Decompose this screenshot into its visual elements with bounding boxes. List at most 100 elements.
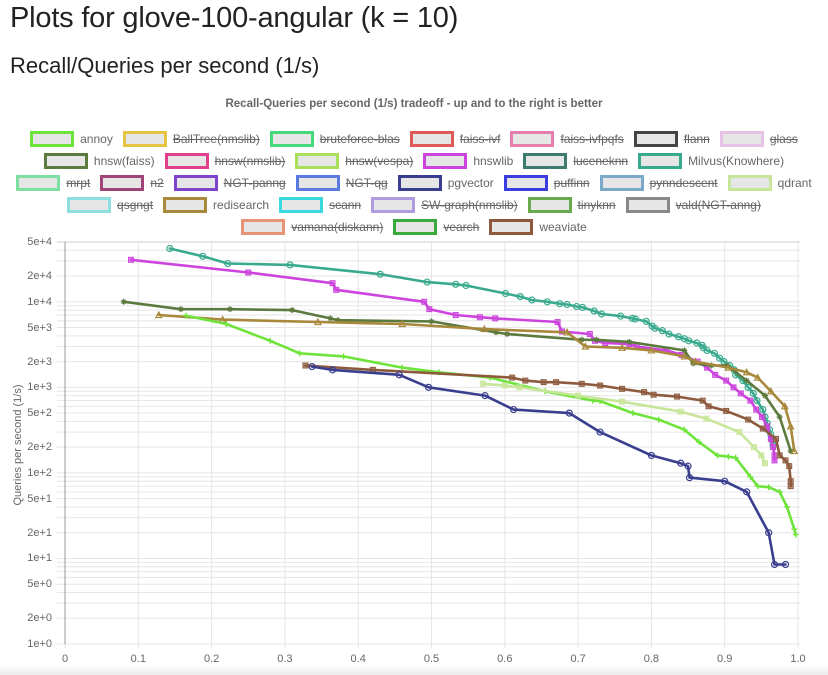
section-title: Recall/Queries per second (1/s)	[10, 53, 320, 78]
series-weaviate[interactable]	[302, 362, 794, 490]
legend-item[interactable]: hnsw(nmslib)	[164, 153, 286, 169]
legend-label: mrpt	[66, 176, 91, 190]
legend-item[interactable]: hnsw(vespa)	[295, 153, 413, 169]
legend-label: tinyknn	[577, 198, 616, 212]
legend-label: vearch	[443, 220, 480, 234]
y-tick-label: 1e+1	[27, 552, 52, 565]
legend-item[interactable]: pgvector	[397, 175, 494, 191]
legend-item[interactable]: annoy	[30, 131, 113, 147]
x-tick-label: 0.1	[130, 653, 146, 665]
legend-label: SW-graph(nmslib)	[421, 198, 518, 212]
legend-item[interactable]: Milvus(Knowhere)	[638, 153, 784, 169]
legend-label: bruteforce-blas	[319, 132, 400, 146]
y-tick-label: 2e+3	[27, 355, 52, 368]
legend-label: faiss-ivfpqfs	[560, 132, 624, 146]
y-tick-label: 2e+1	[27, 526, 52, 539]
legend-label: puffinn	[553, 176, 590, 190]
legend-label: BallTree(nmslib)	[172, 132, 260, 146]
legend-item[interactable]: glass	[719, 131, 798, 147]
legend-item[interactable]: bruteforce-blas	[269, 131, 400, 147]
legend-color-swatch	[269, 131, 314, 147]
legend-color-swatch	[16, 175, 61, 191]
legend-label: qsgngt	[117, 198, 154, 212]
legend-item[interactable]: qsgngt	[67, 197, 153, 213]
series-milvus-knowhere-[interactable]	[166, 244, 777, 449]
x-tick-label: 0.6	[497, 653, 513, 665]
legend-color-swatch	[503, 175, 548, 191]
legend-color-swatch	[173, 175, 218, 191]
legend-label: annoy	[80, 132, 113, 146]
y-tick-label: 1e+0	[27, 638, 52, 650]
legend-color-swatch	[719, 131, 764, 147]
legend-color-swatch	[122, 131, 167, 147]
legend-item[interactable]: n2	[100, 175, 164, 191]
series-pgvector[interactable]	[308, 362, 790, 569]
legend-item[interactable]: faiss-ivfpqfs	[510, 131, 624, 147]
legend-label: hnsw(faiss)	[93, 154, 155, 168]
page-title: Plots for glove-100-angular (k = 10)	[10, 2, 459, 34]
legend-item[interactable]: puffinn	[503, 175, 590, 191]
legend-item[interactable]: vald(NGT-anng)	[625, 197, 761, 213]
legend-row: hnsw(faiss) hnsw(nmslib) hnsw(vespa) hnswli…	[0, 150, 828, 172]
legend-color-swatch	[164, 153, 209, 169]
legend-item[interactable]: weaviate	[489, 219, 587, 235]
legend-item[interactable]: BallTree(nmslib)	[122, 131, 260, 147]
y-tick-label: 2e+2	[27, 441, 52, 454]
legend-item[interactable]: flann	[633, 131, 710, 147]
legend-label: hnswlib	[473, 154, 514, 168]
legend-label: hnsw(nmslib)	[214, 154, 286, 168]
legend-color-swatch	[397, 175, 442, 191]
y-tick-label: 5e+1	[27, 492, 52, 505]
legend-label: hnsw(vespa)	[345, 154, 414, 168]
legend-label: scann	[329, 198, 362, 212]
x-tick-label: 0.2	[203, 653, 220, 665]
legend-item[interactable]: NGT-panng	[173, 175, 286, 191]
legend-item[interactable]: luceneknn	[523, 153, 628, 169]
legend-item[interactable]: redisearch	[163, 197, 269, 213]
legend-row: mrpt n2 NGT-panng NGT-qg pgvector puffinn pynn…	[0, 172, 828, 194]
legend-label: qdrant	[777, 176, 812, 190]
legend-color-swatch	[727, 175, 772, 191]
legend-item[interactable]: tinyknn	[527, 197, 616, 213]
chart-legend: annoy BallTree(nmslib) bruteforce-blas fais…	[0, 128, 828, 238]
legend-item[interactable]: hnsw(faiss)	[43, 153, 155, 169]
legend-item[interactable]: vearch	[393, 219, 479, 235]
legend-item[interactable]: vamana(diskann)	[241, 219, 383, 235]
legend-item[interactable]: mrpt	[16, 175, 90, 191]
legend-color-swatch	[625, 197, 670, 213]
x-tick-label: 0.8	[643, 653, 660, 665]
x-tick-label: 1.0	[790, 653, 806, 665]
legend-label: NGT-panng	[223, 176, 286, 190]
legend-color-swatch	[409, 131, 454, 147]
legend-item[interactable]: scann	[279, 197, 361, 213]
y-tick-label: 1e+3	[27, 381, 52, 394]
legend-color-swatch	[100, 175, 145, 191]
window-bottom-edge	[0, 664, 828, 675]
legend-item[interactable]: pynndescent	[599, 175, 718, 191]
y-tick-label: 1e+4	[27, 295, 52, 308]
legend-label: flann	[683, 132, 710, 146]
series-qdrant[interactable]	[479, 380, 769, 467]
legend-row: qsgngt redisearch scann SW-graph(nmslib) tin…	[0, 194, 828, 216]
legend-row: vamana(diskann) vearch weaviate	[0, 216, 828, 238]
legend-color-swatch	[638, 153, 683, 169]
legend-label: pynndescent	[649, 176, 718, 190]
legend-item[interactable]: faiss-ivf	[409, 131, 501, 147]
legend-label: faiss-ivf	[459, 132, 501, 146]
y-tick-label: 1e+2	[27, 466, 52, 479]
series-redisearch[interactable]	[154, 310, 799, 455]
legend-item[interactable]: NGT-qg	[295, 175, 388, 191]
legend-label: glass	[769, 132, 798, 146]
legend-item[interactable]: hnswlib	[423, 153, 513, 169]
legend-color-swatch	[295, 175, 340, 191]
legend-item[interactable]: SW-graph(nmslib)	[371, 197, 518, 213]
legend-color-swatch	[67, 197, 112, 213]
legend-label: vamana(diskann)	[291, 220, 384, 234]
legend-label: NGT-qg	[345, 176, 388, 190]
legend-item[interactable]: qdrant	[727, 175, 812, 191]
legend-color-swatch	[30, 131, 75, 147]
legend-color-swatch	[163, 197, 208, 213]
legend-label: Milvus(Knowhere)	[688, 154, 785, 168]
legend-label: vald(NGT-anng)	[675, 198, 761, 212]
